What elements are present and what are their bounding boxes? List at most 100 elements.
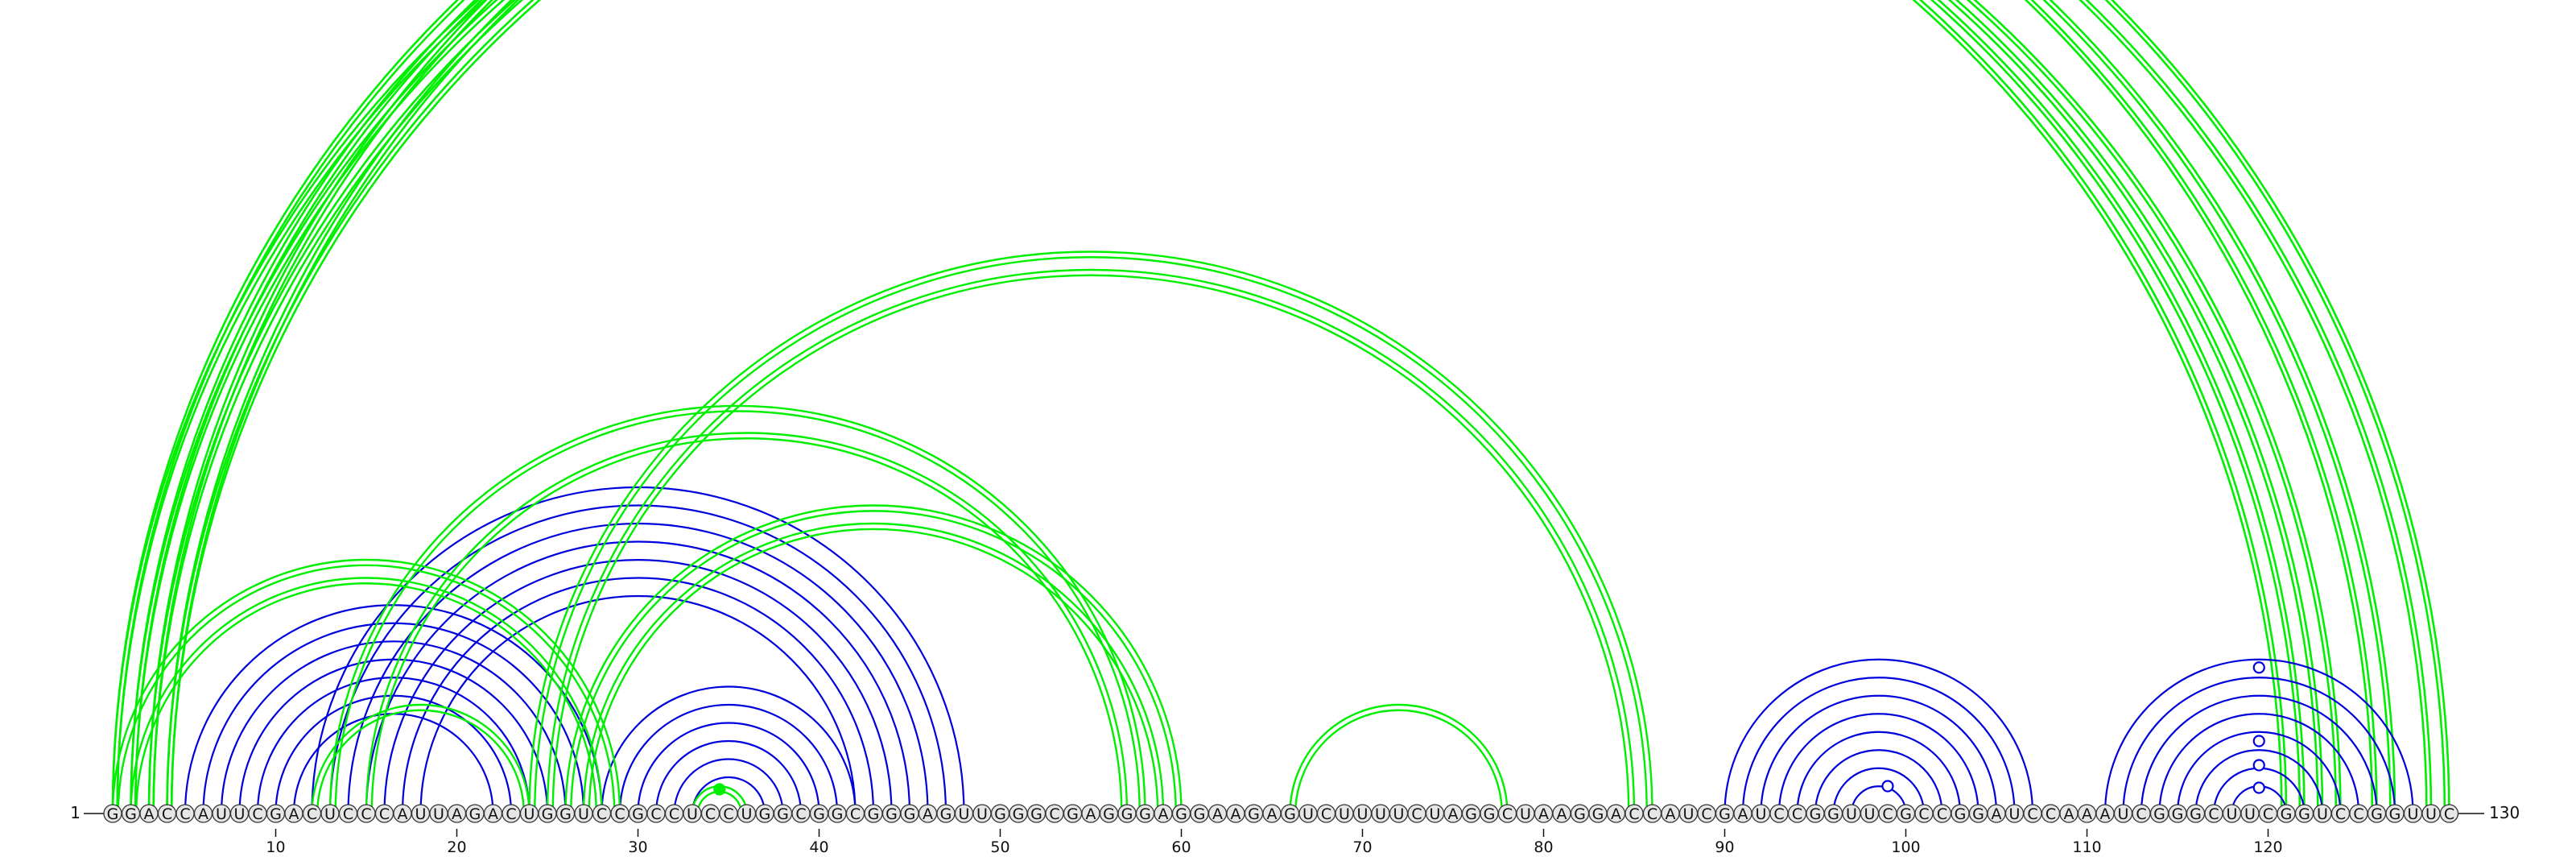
green-arc xyxy=(130,0,2396,814)
green-arc xyxy=(166,0,2342,814)
nucleotide-letter: A xyxy=(1538,805,1549,823)
green-arc xyxy=(311,703,530,814)
nucleotide-letter: U xyxy=(976,805,988,823)
nucleotide: G xyxy=(1461,804,1481,823)
nucleotide-letter: G xyxy=(1139,805,1151,823)
nucleotide: C xyxy=(1497,804,1517,823)
nucleotide: C xyxy=(592,804,612,823)
nucleotide: C xyxy=(1697,804,1716,823)
nucleotide: U xyxy=(1842,804,1861,823)
nucleotide: C xyxy=(2132,804,2151,823)
nucleotide: U xyxy=(2222,804,2242,823)
tick-label: 90 xyxy=(1715,838,1734,856)
green-arc xyxy=(365,432,1129,814)
nucleotide-letter: C xyxy=(2136,805,2146,823)
nucleotide-letter: A xyxy=(452,805,462,823)
nucleotide-letter: U xyxy=(1302,805,1314,823)
nucleotide-letter: G xyxy=(2172,805,2184,823)
nucleotide-letter: U xyxy=(2118,805,2129,823)
nucleotide-letter: C xyxy=(2027,805,2037,823)
nucleotide-letter: C xyxy=(379,805,390,823)
green-arc xyxy=(551,274,1630,814)
nucleotide: U xyxy=(1389,804,1409,823)
nucleotide-letter: G xyxy=(1810,805,1822,823)
green-arc xyxy=(546,268,1636,814)
nucleotide: C xyxy=(1932,804,1952,823)
blue-arc xyxy=(654,739,803,814)
nucleotide: C xyxy=(374,804,394,823)
nucleotide: U xyxy=(229,804,250,823)
blue-arc xyxy=(1741,677,2016,814)
nucleotide: G xyxy=(773,804,793,823)
nucleotide: G xyxy=(1026,804,1046,823)
nucleotide: G xyxy=(1117,804,1137,823)
green-arc xyxy=(111,0,2288,814)
nucleotide: U xyxy=(1678,804,1699,823)
nucleotide: C xyxy=(1316,804,1336,823)
nucleotide: G xyxy=(1951,804,1970,823)
nucleotide-letter: G xyxy=(2389,805,2401,823)
nucleotide: U xyxy=(2113,804,2133,823)
nucleotide: A xyxy=(2095,804,2115,823)
nucleotide-letter: G xyxy=(832,805,844,823)
nucleotide: C xyxy=(1624,804,1644,823)
top-arcs xyxy=(111,0,2450,814)
nucleotide: A xyxy=(1733,804,1752,823)
nucleotide-letter: G xyxy=(1592,805,1604,823)
nucleotide-letter: C xyxy=(1502,805,1513,823)
nucleotide: G xyxy=(1806,804,1825,823)
nucleotide: U xyxy=(2403,804,2423,823)
blue-arc xyxy=(1850,785,1907,814)
nucleotide-letter: G xyxy=(1103,805,1115,823)
nucleotide-letter: G xyxy=(2281,805,2293,823)
nucleotide-letter: U xyxy=(1375,805,1386,823)
nucleotide: G xyxy=(628,804,648,823)
nucleotide-letter: A xyxy=(1231,805,1241,823)
nucleotide-letter: G xyxy=(2298,805,2310,823)
nucleotide-letter: C xyxy=(795,805,806,823)
nucleotide: U xyxy=(683,804,702,823)
nucleotide-letter: C xyxy=(1629,805,1639,823)
nucleotide: G xyxy=(828,804,847,823)
tick-label: 10 xyxy=(266,838,285,856)
nucleotide-letter: C xyxy=(614,805,625,823)
nucleotide: U xyxy=(1425,804,1445,823)
nucleotide-letter: C xyxy=(1773,805,1784,823)
nucleotide: U xyxy=(574,804,593,823)
arc-marker xyxy=(713,783,726,796)
nucleotide: G xyxy=(1190,804,1209,823)
arc-marker xyxy=(2252,759,2265,772)
nucleotide-letter: C xyxy=(1049,805,1059,823)
arc-marker xyxy=(1881,780,1894,793)
nucleotide: U xyxy=(2421,804,2441,823)
nucleotide: C xyxy=(719,804,738,823)
nucleotide-letter: A xyxy=(1992,805,2002,823)
blue-arc xyxy=(256,677,530,814)
nucleotide: U xyxy=(1335,804,1354,823)
green-arc xyxy=(588,528,1159,814)
nucleotide-letter: U xyxy=(2317,805,2328,823)
green-arc xyxy=(111,0,2378,814)
nucleotide-letter: A xyxy=(289,805,299,823)
nucleotide: U xyxy=(1860,804,1880,823)
nucleotide-letter: G xyxy=(1900,805,1912,823)
nucleotide-letter: G xyxy=(813,805,825,823)
nucleotide: G xyxy=(555,804,576,823)
nucleotide-letter: G xyxy=(1030,805,1042,823)
nucleotide-letter: C xyxy=(2335,805,2346,823)
nucleotide: A xyxy=(1443,804,1463,823)
nucleotide-letter: C xyxy=(650,805,661,823)
nucleotide-letter: U xyxy=(324,805,336,823)
nucleotide: A xyxy=(1987,804,2006,823)
nucleotide: U xyxy=(212,804,231,823)
nucleotide: G xyxy=(864,804,883,823)
nucleotide-letter: A xyxy=(2064,805,2074,823)
nucleotide-letter: G xyxy=(2153,805,2165,823)
nucleotide: C xyxy=(791,804,811,823)
nucleotide: U xyxy=(320,804,340,823)
blue-arc xyxy=(1777,713,1979,814)
nucleotide-letter: C xyxy=(162,805,172,823)
blue-arc xyxy=(383,558,893,814)
nucleotide: C xyxy=(302,804,322,823)
nucleotide-letter: G xyxy=(2371,805,2383,823)
